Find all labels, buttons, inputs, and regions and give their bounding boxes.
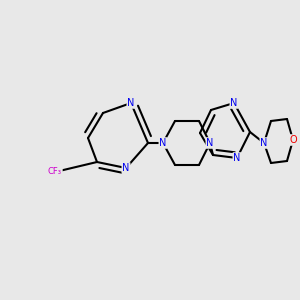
Text: N: N	[127, 98, 135, 108]
Text: N: N	[233, 153, 241, 163]
Text: N: N	[206, 138, 214, 148]
Text: N: N	[122, 163, 130, 173]
Text: N: N	[260, 138, 268, 148]
Text: O: O	[289, 135, 297, 145]
Text: N: N	[159, 138, 167, 148]
Text: N: N	[230, 98, 238, 108]
Text: CF₃: CF₃	[48, 167, 62, 176]
